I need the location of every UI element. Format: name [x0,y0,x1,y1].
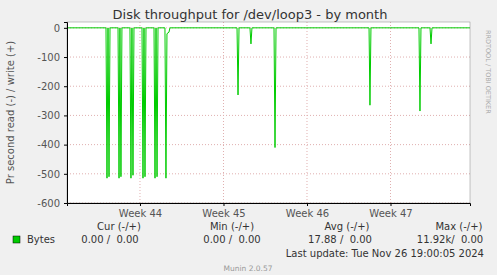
y-grid-line [67,115,470,116]
y-tick-mark [64,145,67,146]
y-tick: 0 [54,23,67,34]
y-tick: -300 [37,110,67,121]
y-grid-line [67,86,470,87]
y-tick-label: -400 [37,139,60,150]
y-tick: -400 [37,139,67,150]
x-grid-line [223,22,224,203]
y-tick-mark [64,28,67,29]
x-axis-line [68,204,471,207]
x-tick: Week 47 [369,203,412,219]
stats-header: Cur (-/+) [97,221,141,232]
x-axis: Week 44 Week 45 Week 46 Week 47 [68,203,471,219]
y-tick-label: -100 [37,52,60,63]
y-tick-label: -600 [37,198,60,209]
y-tick: -600 [37,198,67,209]
x-tick-label: Week 47 [369,208,412,219]
y-tick-label: -200 [37,81,60,92]
x-grid-line [139,22,140,203]
y-tick-label: 0 [54,23,60,34]
y-tick-label: -500 [37,169,60,180]
stats-header: Min (-/+) [210,221,254,232]
y-grid-line [67,57,470,58]
stats-value: 11.92k/ 0.00 [417,234,483,245]
grid [67,22,470,203]
x-tick-mark [391,203,392,206]
background [0,0,497,275]
y-axis: 0 -100 -200 -300 -400 -500 -600 [37,23,67,209]
footer: Munin 2.0.57 [223,264,272,273]
series-line [67,28,470,178]
watermark: RRDTOOL / TOBI OETIKER [484,30,492,114]
title: Disk throughput for /dev/loop3 - by mont… [113,7,388,22]
x-grid-line [306,22,307,203]
x-tick-mark [140,203,141,206]
y-tick-mark [64,86,67,87]
stats-value: 0.00 / 0.00 [81,234,138,245]
stats-header: Avg (-/+) [325,221,370,232]
legend-swatch [13,236,20,243]
x-grid-line [390,22,391,203]
x-tick-mark [307,203,308,206]
x-tick: Week 45 [202,203,245,219]
y-axis-line [64,23,68,204]
y-axis-title: Pr second read (-) / write (+) [5,41,16,184]
last-update: Last update: Tue Nov 26 19:00:05 2024 [286,248,484,259]
stats-value: 17.88 / 0.00 [308,234,372,245]
y-tick: -500 [37,169,67,180]
x-tick: Week 44 [119,203,162,219]
y-tick-mark [64,174,67,175]
chart: 0-100-200-300-400-500-600Week 44Week 45W… [0,0,497,275]
plot-frame [67,22,470,203]
y-tick: -100 [37,52,67,63]
x-tick: Week 46 [286,203,329,219]
x-tick-label: Week 44 [119,208,162,219]
y-tick-label: -300 [37,110,60,121]
plot-area [67,22,470,203]
y-tick: -200 [37,81,67,92]
x-tick-label: Week 45 [202,208,245,219]
stats-header: Max (-/+) [435,221,482,232]
stats-value: 0.00 / 0.00 [203,234,260,245]
legend-label: Bytes [27,234,55,245]
y-tick-mark [64,203,67,204]
y-grid-line [67,144,470,145]
y-grid-line [67,173,470,174]
y-tick-mark [64,115,67,116]
marks [67,28,470,178]
x-tick-mark [223,203,224,206]
x-tick-label: Week 46 [286,208,329,219]
y-tick-mark [64,57,67,58]
